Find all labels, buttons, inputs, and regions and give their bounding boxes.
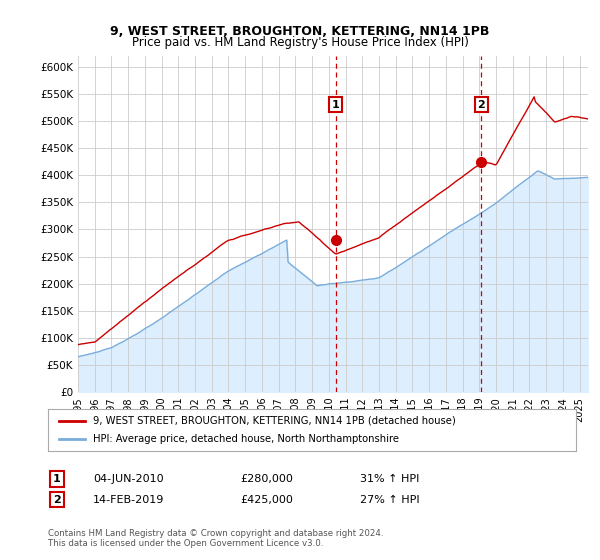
Text: £425,000: £425,000 — [240, 494, 293, 505]
Text: 1: 1 — [332, 100, 340, 110]
Text: 9, WEST STREET, BROUGHTON, KETTERING, NN14 1PB (detached house): 9, WEST STREET, BROUGHTON, KETTERING, NN… — [93, 416, 455, 426]
Text: 04-JUN-2010: 04-JUN-2010 — [93, 474, 164, 484]
Text: Contains HM Land Registry data © Crown copyright and database right 2024.
This d: Contains HM Land Registry data © Crown c… — [48, 529, 383, 548]
Text: Price paid vs. HM Land Registry's House Price Index (HPI): Price paid vs. HM Land Registry's House … — [131, 36, 469, 49]
Text: 27% ↑ HPI: 27% ↑ HPI — [360, 494, 419, 505]
Text: 2: 2 — [53, 494, 61, 505]
Text: 31% ↑ HPI: 31% ↑ HPI — [360, 474, 419, 484]
Text: 14-FEB-2019: 14-FEB-2019 — [93, 494, 164, 505]
Text: 9, WEST STREET, BROUGHTON, KETTERING, NN14 1PB: 9, WEST STREET, BROUGHTON, KETTERING, NN… — [110, 25, 490, 38]
Text: 1: 1 — [53, 474, 61, 484]
Text: 2: 2 — [478, 100, 485, 110]
Text: £280,000: £280,000 — [240, 474, 293, 484]
Text: HPI: Average price, detached house, North Northamptonshire: HPI: Average price, detached house, Nort… — [93, 434, 399, 444]
